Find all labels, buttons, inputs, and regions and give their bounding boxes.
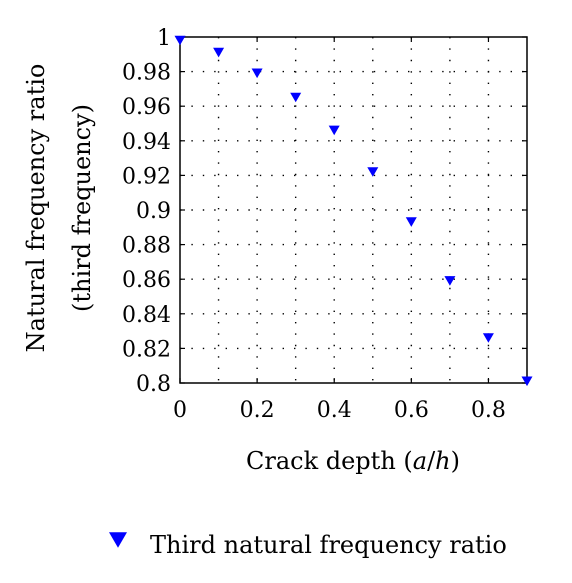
x-axis-title: Crack depth (a/h) <box>246 447 460 475</box>
y-tick-label-2: 0.84 <box>122 303 171 328</box>
y-tick-label-10: 1 <box>157 26 171 51</box>
x-tick-label-2: 0.4 <box>317 398 352 423</box>
y-tick-label-9: 0.98 <box>122 61 171 86</box>
y-tick-label-0: 0.8 <box>136 372 171 397</box>
data-point-0-3 <box>290 92 302 103</box>
x-axis-title-var-h: h <box>435 447 450 475</box>
legend-label: Third natural frequency ratio <box>150 531 507 559</box>
data-point-0-4 <box>328 125 340 136</box>
data-point-0-1 <box>213 47 225 58</box>
x-tick-label-0: 0 <box>173 398 187 423</box>
data-point-0-2 <box>251 68 263 79</box>
data-point-0-6 <box>405 217 417 227</box>
data-point-0-8 <box>482 333 494 343</box>
x-axis-title-suffix: ) <box>451 447 460 475</box>
data-point-0-0 <box>174 35 186 46</box>
y-axis-title-group-2: (third frequency) <box>68 104 96 312</box>
data-point-0-7 <box>444 276 456 286</box>
y-tick-label-1: 0.82 <box>122 337 171 362</box>
y-tick-label-4: 0.88 <box>122 234 171 259</box>
plot-frame <box>179 36 528 384</box>
x-tick-label-4: 0.8 <box>471 398 506 423</box>
x-axis-title-prefix: Crack depth ( <box>246 447 413 475</box>
x-tick-label-3: 0.6 <box>394 398 429 423</box>
tick-layer: 0 0.2 0.4 0.6 0.8 0.8 0.82 0.84 0.86 0.88 0.9 0.92 0… <box>122 26 527 423</box>
y-tick-label-7: 0.94 <box>122 130 171 155</box>
marker-layer <box>174 35 533 387</box>
grid-layer <box>180 37 527 383</box>
legend: Third natural frequency ratio <box>109 531 507 559</box>
data-point-0-9 <box>521 376 533 387</box>
data-point-0-5 <box>367 167 379 177</box>
y-tick-label-8: 0.96 <box>122 95 171 120</box>
y-axis-title-group: Natural frequency ratio <box>22 64 50 353</box>
y-axis-title-line-1: Natural frequency ratio <box>22 64 50 353</box>
y-axis-title-line-2: (third frequency) <box>68 104 96 312</box>
x-axis-title-slash: / <box>427 447 436 475</box>
y-tick-label-6: 0.92 <box>122 164 171 189</box>
y-tick-label-3: 0.86 <box>122 268 171 293</box>
x-tick-label-1: 0.2 <box>240 398 275 423</box>
y-tick-label-5: 0.9 <box>136 199 171 224</box>
legend-marker <box>109 532 127 548</box>
x-axis-title-var-a: a <box>413 447 427 475</box>
